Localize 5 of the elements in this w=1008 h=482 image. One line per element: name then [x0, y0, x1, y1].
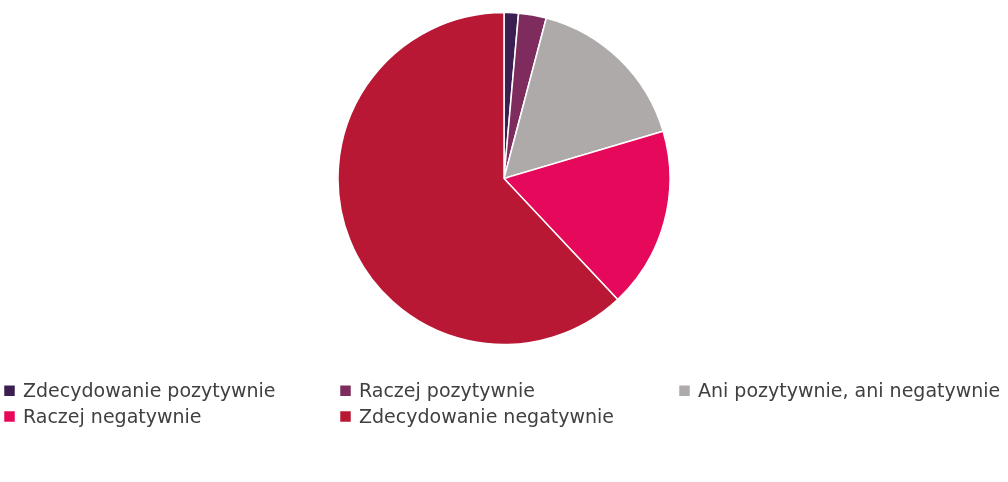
legend-label: Zdecydowanie pozytywnie [23, 378, 276, 401]
legend-label: Zdecydowanie negatywnie [359, 404, 615, 427]
legend-label: Ani pozytywnie, ani negatywnie [698, 378, 1001, 401]
legend-label: Raczej pozytywnie [359, 378, 536, 401]
legend-label: Raczej negatywnie [23, 404, 202, 427]
